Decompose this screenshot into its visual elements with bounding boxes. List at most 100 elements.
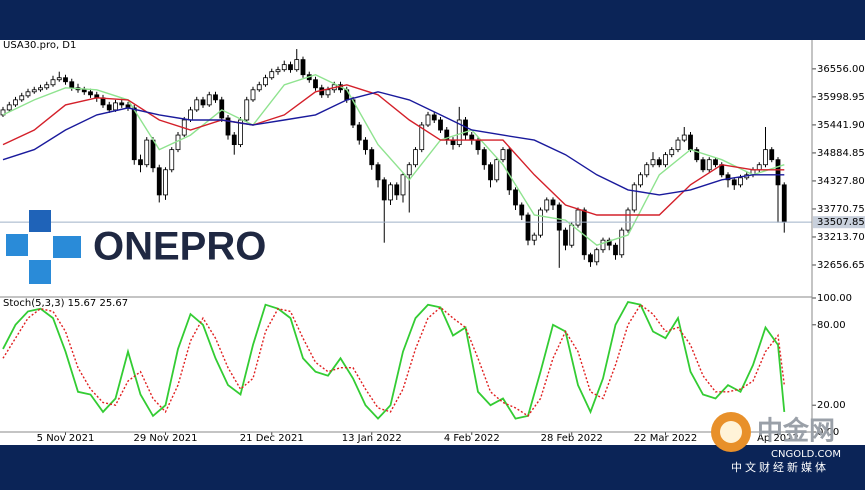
candle-body: [25, 91, 31, 97]
logo-square: [29, 210, 51, 232]
chart-title: Stoch(5,3,3) 15.67 25.67: [3, 298, 128, 309]
candle-body: [50, 79, 56, 86]
candle-body: [644, 164, 650, 176]
candle-body: [131, 107, 137, 161]
candle-body: [413, 149, 418, 166]
candle-body: [269, 71, 275, 79]
candle-body: [763, 149, 768, 166]
candle-body: [63, 77, 68, 83]
candle-body: [31, 89, 37, 93]
watermark-site: CNGOLD.COM: [771, 449, 841, 460]
candle-body: [200, 99, 206, 106]
candle-body: [219, 99, 225, 119]
candle-body: [394, 184, 400, 196]
candle-body: [238, 119, 243, 146]
y-tick-label: 33213.70: [817, 232, 865, 243]
candle-body: [288, 64, 293, 71]
candle-body: [313, 79, 318, 89]
y-tick-label: 33770.75: [817, 204, 865, 215]
candle-body: [731, 179, 737, 186]
candle-body: [775, 159, 781, 186]
candle-body: [556, 204, 562, 231]
candle-body: [725, 174, 731, 181]
candle-body: [656, 159, 662, 166]
candle-body: [56, 77, 62, 81]
candle-body: [175, 134, 181, 151]
candle-body: [231, 134, 237, 146]
candle-body: [700, 159, 706, 171]
candle-body: [256, 84, 262, 91]
candle-body: [81, 89, 87, 93]
watermark-text: 中金网: [757, 416, 835, 447]
candle-body: [275, 69, 281, 73]
moving-average: [2, 84, 785, 216]
candle-body: [425, 114, 431, 126]
candle-body: [469, 134, 475, 141]
top-band: [0, 0, 865, 40]
bottom-band: [0, 445, 865, 486]
candle-body: [381, 179, 387, 201]
candle-body: [225, 117, 231, 136]
candle-body: [781, 184, 787, 223]
candle-body: [588, 254, 593, 263]
candle-body: [525, 214, 531, 241]
candle-body: [88, 91, 93, 96]
x-tick-label: 5 Nov 2021: [37, 433, 95, 444]
candle-body: [263, 77, 268, 86]
candle-body: [119, 102, 125, 106]
candle-body: [13, 99, 18, 106]
x-tick-label: 13 Jan 2022: [342, 433, 402, 444]
watermark-tagline: 中文财经新媒体: [731, 460, 829, 474]
candle-body: [150, 139, 156, 169]
y-tick-label: 20.00: [817, 400, 846, 411]
price-label: 33507.85: [817, 217, 865, 228]
candle-body: [419, 124, 425, 151]
y-tick-label: 34327.80: [817, 176, 865, 187]
y-tick-label: 35441.90: [817, 120, 865, 131]
candle-body: [631, 184, 637, 211]
candle-body: [325, 89, 331, 96]
candle-body: [694, 149, 700, 161]
candle-body: [138, 159, 143, 166]
candle-body: [488, 164, 493, 181]
candle-body: [638, 174, 643, 186]
candle-body: [438, 119, 443, 131]
y-tick-label: 80.00: [817, 320, 846, 331]
candle-body: [6, 104, 12, 111]
logo-square: [53, 236, 81, 258]
chart-title: USA30.pro, D1: [3, 40, 76, 51]
candle-body: [519, 204, 525, 216]
candle-body: [544, 199, 550, 211]
moving-average: [2, 73, 785, 246]
candle-body: [688, 134, 693, 151]
candle-body: [619, 229, 625, 256]
candle-body: [569, 224, 575, 246]
candle-body: [363, 139, 368, 151]
candle-body: [650, 159, 656, 166]
candle-body: [213, 94, 218, 101]
candle-body: [531, 234, 537, 241]
candle-body: [625, 209, 631, 231]
candle-body: [681, 134, 687, 141]
candle-body: [431, 114, 437, 121]
candle-body: [500, 149, 506, 161]
candle-body: [144, 139, 150, 166]
x-tick-label: 28 Feb 2022: [541, 433, 603, 444]
y-tick-label: 100.00: [817, 293, 852, 304]
candle-body: [581, 209, 587, 256]
y-tick-label: 32656.65: [817, 260, 865, 271]
candle-body: [669, 149, 675, 156]
candle-body: [369, 149, 375, 166]
candle-body: [675, 139, 681, 151]
candle-body: [706, 159, 712, 171]
candle-body: [575, 209, 581, 226]
x-tick-label: 22 Mar 2022: [634, 433, 697, 444]
candle-body: [506, 149, 512, 191]
candle-body: [206, 94, 212, 106]
candle-body: [188, 109, 193, 121]
moving-average: [2, 91, 785, 196]
candle-body: [38, 87, 43, 91]
candle-body: [194, 99, 200, 111]
candle-body: [294, 59, 300, 71]
